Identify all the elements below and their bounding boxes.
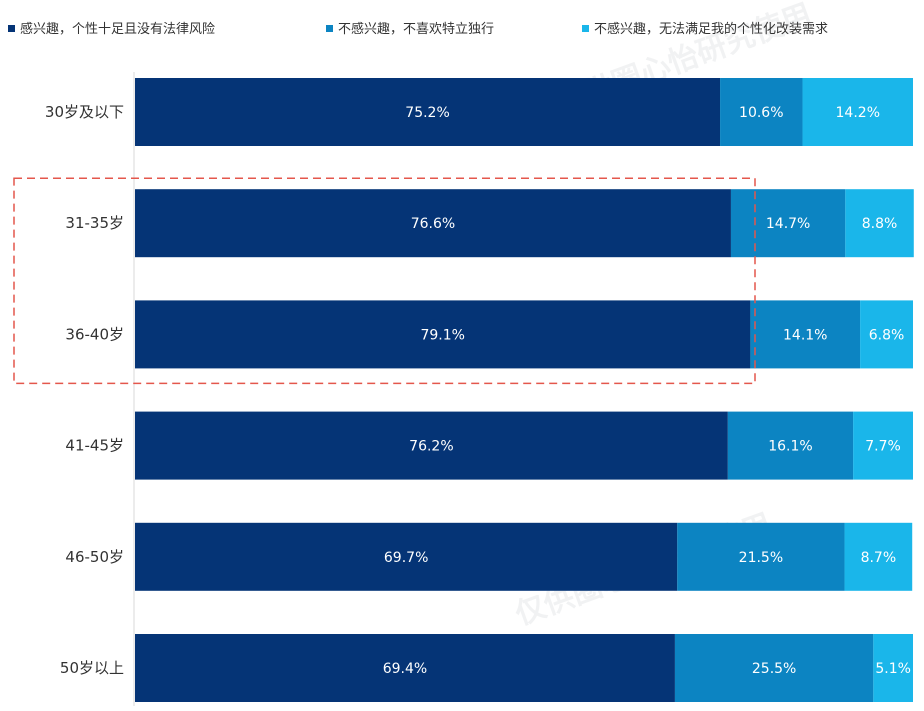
category-label: 36-40岁 <box>65 325 124 343</box>
data-label: 8.7% <box>861 550 897 566</box>
bar-segment <box>802 78 913 146</box>
data-label: 8.8% <box>862 216 898 232</box>
data-label: 14.2% <box>836 105 880 121</box>
category-label: 30岁及以下 <box>45 103 124 121</box>
legend-entry: 感兴趣，个性十足且没有法律风险 <box>20 21 215 37</box>
bar-segment <box>135 411 728 480</box>
data-label: 10.6% <box>739 105 783 121</box>
data-label: 76.6% <box>411 216 455 232</box>
bar-segment <box>845 189 914 258</box>
highlight-box <box>13 177 756 385</box>
legend-swatch <box>582 25 589 32</box>
legend-entry: 不感兴趣，不喜欢特立独行 <box>338 21 494 37</box>
category-label: 41-45岁 <box>65 437 124 455</box>
legend: 感兴趣，个性十足且没有法律风险 不感兴趣，不喜欢特立独行 不感兴趣，无法满足我的个性… <box>8 21 828 37</box>
data-label: 79.1% <box>420 327 464 343</box>
data-label: 75.2% <box>405 105 449 121</box>
legend-swatch <box>8 25 15 32</box>
category-labels: 30岁及以下 31-35岁 36-40岁 41-45岁 46-50岁 50岁以上 <box>45 103 124 677</box>
data-label: 69.4% <box>383 661 427 677</box>
bar-segment <box>135 634 675 702</box>
data-label: 16.1% <box>768 439 812 455</box>
bar-segment <box>873 634 913 702</box>
category-label: 31-35岁 <box>65 214 124 232</box>
data-label: 14.7% <box>766 216 810 232</box>
bar-segment <box>853 411 913 480</box>
data-label: 5.1% <box>875 661 911 677</box>
bars: 75.2% 10.6% 14.2% 76.6% 14.7% 8.8% 79.1% 14.1% 6… <box>135 78 914 702</box>
bar-segment <box>844 522 913 591</box>
category-label: 50岁以上 <box>60 659 124 677</box>
bar-segment <box>135 78 721 146</box>
data-label: 25.5% <box>752 661 796 677</box>
bar-segment <box>720 78 803 146</box>
legend-entry: 不感兴趣，无法满足我的个性化改装需求 <box>594 21 828 37</box>
data-label: 14.1% <box>783 327 827 343</box>
data-label: 7.7% <box>865 439 901 455</box>
bar-segment <box>135 522 678 591</box>
category-label: 46-50岁 <box>65 548 124 566</box>
bar-segment <box>674 634 874 702</box>
data-label: 6.8% <box>869 327 905 343</box>
bar-segment <box>727 411 854 480</box>
data-label: 21.5% <box>739 550 783 566</box>
bar-segment <box>730 189 846 258</box>
bar-segment <box>677 522 845 591</box>
data-label: 76.2% <box>409 439 453 455</box>
legend-swatch <box>326 25 333 32</box>
data-label: 69.7% <box>384 550 428 566</box>
bar-segment <box>860 300 913 369</box>
bar-segment <box>135 300 751 369</box>
bar-segment <box>135 189 731 258</box>
bar-segment <box>750 300 861 369</box>
